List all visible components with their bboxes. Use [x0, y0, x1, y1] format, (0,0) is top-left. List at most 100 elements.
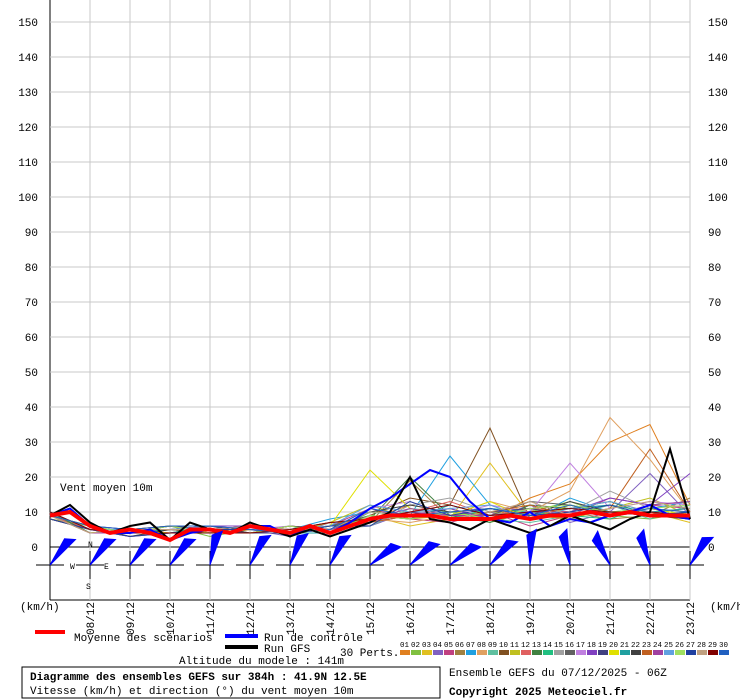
- legend-label: 05: [444, 642, 454, 650]
- y-tick-label-right: 130: [708, 88, 728, 100]
- wind-direction: [49, 538, 77, 566]
- y-tick-label: 140: [18, 53, 38, 65]
- y-unit-right: (km/h): [710, 602, 740, 614]
- legend-label: 14: [543, 642, 553, 650]
- series-line: [49, 445, 691, 542]
- y-tick-label-right: 10: [708, 508, 721, 520]
- footer-subtitle: Vitesse (km/h) et direction (°) du vent …: [30, 686, 354, 698]
- legend-label: 25: [664, 642, 674, 650]
- legend-label: 03: [422, 642, 432, 650]
- legend-swatch: [499, 650, 509, 655]
- y-tick-label: 0: [31, 543, 38, 555]
- legend-label: 30: [719, 642, 729, 650]
- legend-swatch: [587, 650, 597, 655]
- legend-swatch: [422, 650, 432, 655]
- legend-swatch: [642, 650, 652, 655]
- annotation: Vent moyen 10m: [60, 483, 153, 495]
- y-tick-label-right: 0: [708, 543, 715, 555]
- legend-swatch: [532, 650, 542, 655]
- legend-swatch: [477, 650, 487, 655]
- y-tick-label-right: 150: [708, 18, 728, 30]
- legend-label: 13: [532, 642, 542, 650]
- x-tick-label: 08/12: [86, 602, 98, 635]
- compass-label: N: [88, 541, 93, 550]
- x-tick-label: 16/12: [406, 602, 418, 635]
- y-tick-label-right: 140: [708, 53, 728, 65]
- y-tick-label: 40: [25, 403, 38, 415]
- y-tick-label-right: 50: [708, 368, 721, 380]
- legend-swatch: [664, 650, 674, 655]
- legend-swatch: [631, 650, 641, 655]
- legend-label: 07: [466, 642, 475, 650]
- x-tick-label: 18/12: [486, 602, 498, 635]
- x-tick-label: 10/12: [166, 602, 178, 635]
- altitude: Altitude du modele : 141m: [179, 656, 344, 668]
- legend-swatch: [466, 650, 476, 655]
- wind-direction: [526, 528, 537, 566]
- legend-swatch: [576, 650, 586, 655]
- legend-swatch: [521, 650, 531, 655]
- y-tick-label: 100: [18, 193, 38, 205]
- legend-label: 24: [653, 642, 663, 650]
- wind-direction: [409, 541, 441, 566]
- compass-label: W: [70, 563, 75, 572]
- legend-label: 17: [576, 642, 585, 650]
- wind-direction: [558, 528, 571, 566]
- legend-label: 04: [433, 642, 443, 650]
- wind-direction: [89, 538, 117, 566]
- y-tick-label: 80: [25, 263, 38, 275]
- y-tick-label: 50: [25, 368, 38, 380]
- compass-label: E: [104, 563, 109, 572]
- legend-swatch: [609, 650, 619, 655]
- legend-label: 08: [477, 642, 486, 650]
- wind-direction: [369, 542, 403, 566]
- legend-label: 26: [675, 642, 685, 650]
- wind-direction: [249, 534, 272, 566]
- legend-swatch: [708, 650, 718, 655]
- legend-swatch: [554, 650, 564, 655]
- copyright: Copyright 2025 Meteociel.fr: [449, 687, 627, 699]
- y-tick-label: 70: [25, 298, 38, 310]
- legend-swatch: [686, 650, 696, 655]
- x-tick-label: 13/12: [286, 602, 298, 635]
- x-tick-label: 12/12: [246, 602, 258, 635]
- wind-direction: [129, 538, 157, 566]
- y-tick-label-right: 30: [708, 438, 721, 450]
- y-tick-label-right: 70: [708, 298, 721, 310]
- legend-label: Moyenne des scénarios: [74, 633, 213, 645]
- x-tick-label: 17/12: [446, 602, 458, 635]
- legend-label: 01: [400, 642, 410, 650]
- legend-swatch: [697, 650, 707, 655]
- legend-label: 28: [697, 642, 706, 650]
- legend-label: 22: [631, 642, 640, 650]
- footer-box: [21, 666, 441, 699]
- y-tick-label: 90: [25, 228, 38, 240]
- x-tick-label: 19/12: [526, 602, 538, 635]
- legend-swatch: [598, 650, 608, 655]
- legend-swatch: [488, 650, 498, 655]
- legend-swatch: [620, 650, 630, 655]
- x-tick-label: 22/12: [646, 602, 658, 635]
- footer-title: Diagramme des ensembles GEFS sur 384h : …: [30, 672, 367, 684]
- x-tick-label: 23/12: [686, 602, 698, 635]
- legend-swatch: [411, 650, 421, 655]
- y-tick-label-right: 90: [708, 228, 721, 240]
- y-tick-label: 130: [18, 88, 38, 100]
- y-tick-label: 110: [18, 158, 38, 170]
- x-tick-label: 21/12: [606, 602, 618, 635]
- y-tick-label-right: 100: [708, 193, 728, 205]
- wind-direction: [289, 533, 309, 566]
- x-tick-label: 20/12: [566, 602, 578, 635]
- legend-swatch: [400, 650, 410, 655]
- legend-label: 12: [521, 642, 530, 650]
- y-tick-label-right: 20: [708, 473, 721, 485]
- legend-label: 27: [686, 642, 695, 650]
- y-tick-label: 60: [25, 333, 38, 345]
- legend-swatch: [444, 650, 454, 655]
- legend-swatch: [433, 650, 443, 655]
- wind-direction: [169, 538, 197, 566]
- wind-direction: [489, 539, 519, 566]
- wind-direction: [689, 536, 715, 566]
- legend-swatch: [653, 650, 663, 655]
